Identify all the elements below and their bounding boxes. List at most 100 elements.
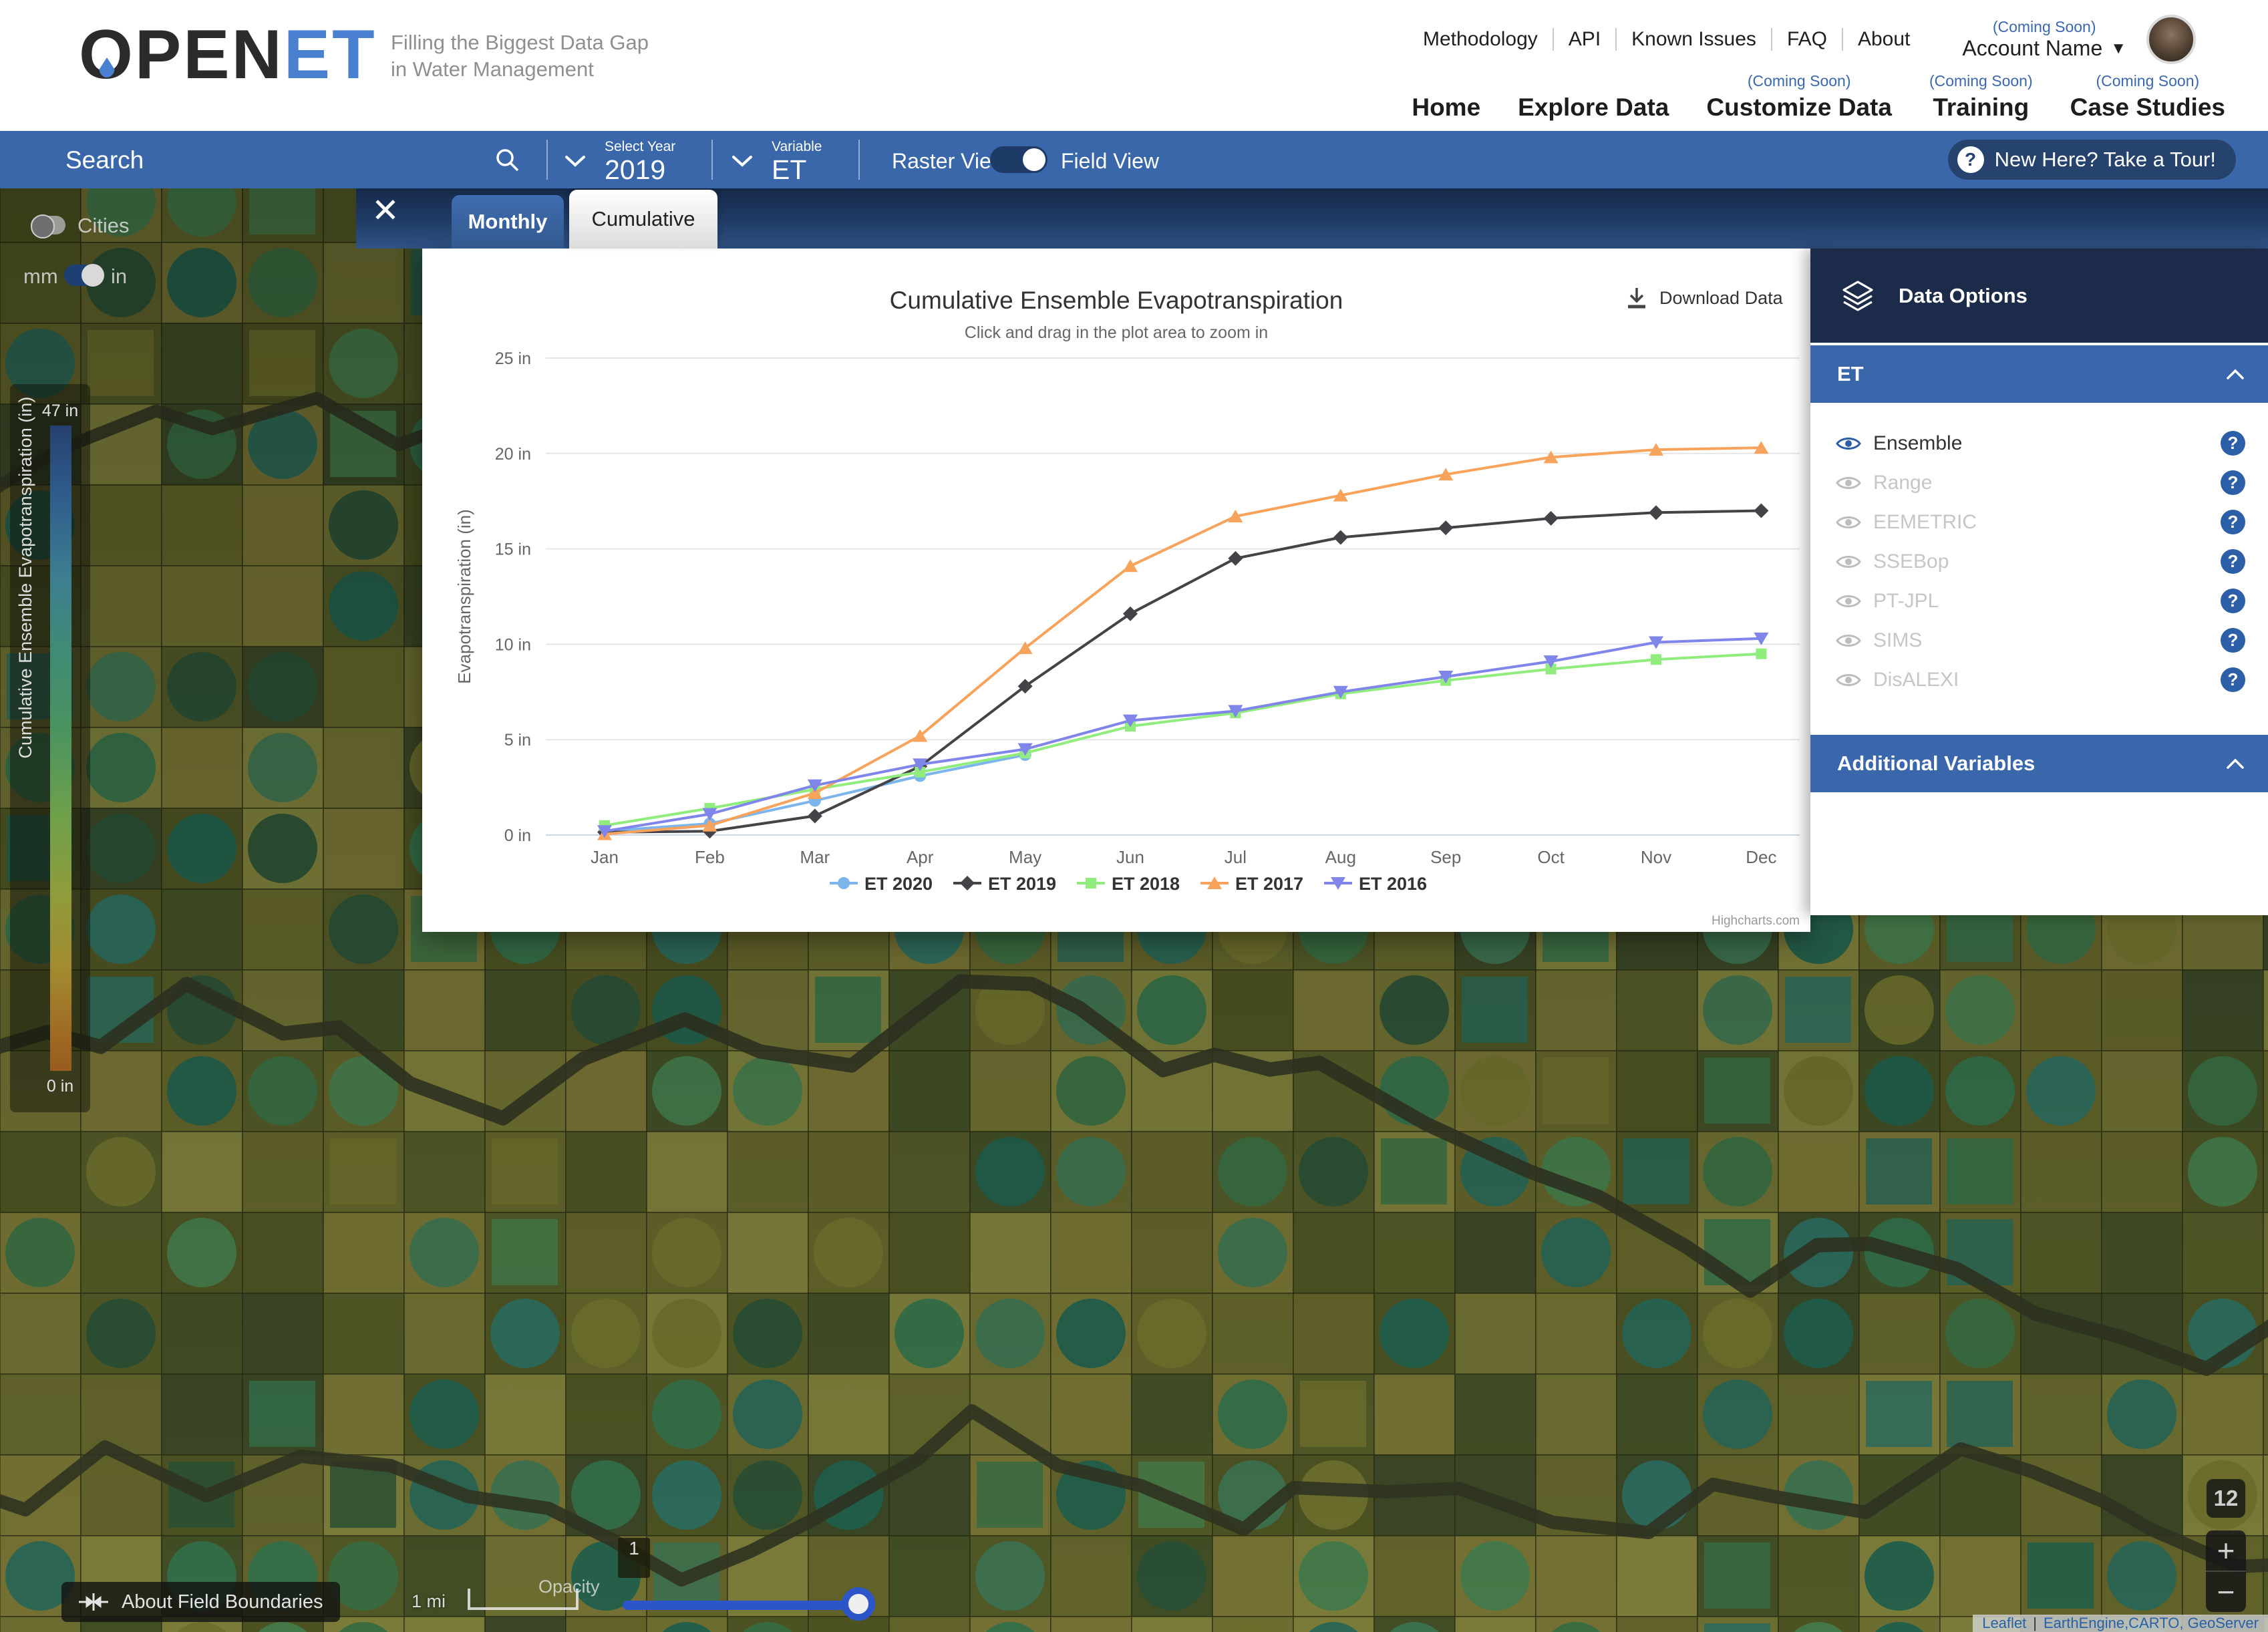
nav-item-explore-data[interactable]: Explore Data xyxy=(1518,72,1669,122)
data-point[interactable] xyxy=(960,876,975,890)
eye-icon[interactable] xyxy=(1836,671,1861,689)
help-icon[interactable]: ? xyxy=(2221,510,2245,534)
avatar[interactable] xyxy=(2146,15,2196,64)
download-data-button[interactable]: Download Data xyxy=(1625,286,1783,310)
data-point[interactable] xyxy=(1123,559,1138,573)
eye-icon[interactable] xyxy=(1836,632,1861,649)
units-toggle[interactable] xyxy=(64,264,104,287)
raster-field-toggle[interactable] xyxy=(990,146,1047,173)
tab-monthly[interactable]: Monthly xyxy=(452,195,564,249)
opacity-slider-knob[interactable] xyxy=(842,1587,875,1621)
tab-cumulative[interactable]: Cumulative xyxy=(569,190,717,249)
help-icon[interactable]: ? xyxy=(2221,470,2245,495)
chart-title: Cumulative Ensemble Evapotranspiration xyxy=(890,287,1343,314)
et-item-ssebop[interactable]: SSEBop? xyxy=(1810,542,2268,581)
y-tick-label: 0 in xyxy=(504,826,531,845)
data-point[interactable] xyxy=(1756,648,1767,659)
cities-toggle[interactable] xyxy=(31,214,65,238)
eye-icon[interactable] xyxy=(1836,593,1861,610)
openet-logo[interactable]: OPENET xyxy=(79,20,377,90)
zoom-out-button[interactable]: − xyxy=(2217,1575,2235,1609)
y-tick-label: 25 in xyxy=(495,349,531,368)
logo-text: OPENET xyxy=(79,16,377,94)
data-point[interactable] xyxy=(807,808,822,824)
units-toggle-knob xyxy=(82,264,104,287)
help-icon[interactable]: ? xyxy=(2221,628,2245,653)
series-et-2017[interactable] xyxy=(597,441,1769,840)
help-icon[interactable]: ? xyxy=(2221,431,2245,456)
legend-item-et-2020[interactable]: ET 2020 xyxy=(830,874,933,894)
et-item-pt-jpl[interactable]: PT-JPL? xyxy=(1810,581,2268,621)
opacity-slider-track[interactable] xyxy=(623,1601,868,1610)
et-item-disalexi[interactable]: DisALEXI? xyxy=(1810,660,2268,699)
data-point[interactable] xyxy=(1086,878,1096,888)
eye-icon[interactable] xyxy=(1836,514,1861,531)
variable-select[interactable]: Variable ET xyxy=(772,139,822,184)
pivot-field xyxy=(2026,1056,2096,1126)
nav-item-training[interactable]: (Coming Soon) Training xyxy=(1929,72,2033,122)
map-parcel xyxy=(403,1616,486,1632)
map-parcel xyxy=(565,1131,647,1213)
highcharts-credit[interactable]: Highcharts.com xyxy=(1712,914,1800,928)
data-point[interactable] xyxy=(1228,550,1243,566)
pivot-field xyxy=(1865,975,1934,1045)
data-point[interactable] xyxy=(1543,510,1559,526)
top-link-methodology[interactable]: Methodology xyxy=(1423,28,1538,50)
legend-item-et-2017[interactable]: ET 2017 xyxy=(1200,874,1303,894)
nav-item-case-studies[interactable]: (Coming Soon) Case Studies xyxy=(2070,72,2225,122)
data-point[interactable] xyxy=(1333,530,1348,545)
et-item-ensemble[interactable]: Ensemble? xyxy=(1810,424,2268,463)
evapotranspiration-chart[interactable]: Cumulative Ensemble Evapotranspiration Cl… xyxy=(422,249,1810,932)
section-et[interactable]: ET xyxy=(1810,345,2268,403)
data-point[interactable] xyxy=(1754,503,1769,518)
eye-icon[interactable] xyxy=(1836,474,1861,492)
top-link-about[interactable]: About xyxy=(1857,28,1911,50)
zoom-in-button[interactable]: + xyxy=(2217,1533,2235,1568)
account-menu[interactable]: (Coming Soon) Account Name ▼ xyxy=(1962,18,2126,61)
data-point[interactable] xyxy=(1649,505,1663,520)
nav-item-home[interactable]: Home xyxy=(1412,72,1480,122)
attribution-sources-link[interactable]: EarthEngine,CARTO, GeoServer xyxy=(2043,1615,2259,1631)
crop-field xyxy=(1947,1138,2013,1204)
help-icon[interactable]: ? xyxy=(2221,667,2245,692)
legend-item-et-2019[interactable]: ET 2019 xyxy=(953,874,1056,894)
header: OPENET Filling the Biggest Data Gap in W… xyxy=(0,0,2268,131)
map-parcel xyxy=(2020,1131,2102,1213)
year-select[interactable]: Select Year 2019 xyxy=(605,139,675,184)
data-point[interactable] xyxy=(1438,520,1454,536)
et-item-eemetric[interactable]: EEMETRIC? xyxy=(1810,502,2268,542)
data-options-title: Data Options xyxy=(1899,283,2028,307)
help-icon[interactable]: ? xyxy=(2221,589,2245,613)
pivot-field xyxy=(733,1056,802,1126)
y-tick-label: 5 in xyxy=(504,731,531,750)
data-point[interactable] xyxy=(838,877,850,889)
et-item-sims[interactable]: SIMS? xyxy=(1810,621,2268,660)
close-icon[interactable]: ✕ xyxy=(371,192,399,229)
top-link-api[interactable]: API xyxy=(1568,28,1601,50)
et-item-range[interactable]: Range? xyxy=(1810,463,2268,502)
leaflet-link[interactable]: Leaflet xyxy=(1982,1615,2027,1631)
search-icon[interactable] xyxy=(494,147,521,174)
legend-item-et-2016[interactable]: ET 2016 xyxy=(1324,874,1427,894)
map-parcel xyxy=(727,1212,809,1294)
chevron-down-icon[interactable] xyxy=(732,155,752,167)
data-point[interactable] xyxy=(1651,654,1661,665)
nav-item-customize-data[interactable]: (Coming Soon) Customize Data xyxy=(1706,72,1892,122)
download-icon xyxy=(1628,288,1645,309)
eye-icon[interactable] xyxy=(1836,553,1861,570)
take-tour-button[interactable]: ? New Here? Take a Tour! xyxy=(1947,140,2236,180)
map-parcel xyxy=(808,1131,890,1213)
about-field-boundaries-button[interactable]: About Field Boundaries xyxy=(61,1582,341,1622)
crop-field xyxy=(1381,1138,1447,1204)
pivot-field xyxy=(167,1218,236,1287)
search-input[interactable] xyxy=(64,131,481,190)
legend-item-et-2018[interactable]: ET 2018 xyxy=(1077,874,1180,894)
chevron-down-icon[interactable] xyxy=(565,155,585,167)
top-link-faq[interactable]: FAQ xyxy=(1786,28,1827,50)
help-icon[interactable]: ? xyxy=(2221,549,2245,574)
series-et-2019[interactable] xyxy=(597,503,1769,840)
top-link-known-issues[interactable]: Known Issues xyxy=(1631,28,1756,50)
section-additional-variables[interactable]: Additional Variables xyxy=(1810,735,2268,792)
eye-icon[interactable] xyxy=(1836,435,1861,452)
